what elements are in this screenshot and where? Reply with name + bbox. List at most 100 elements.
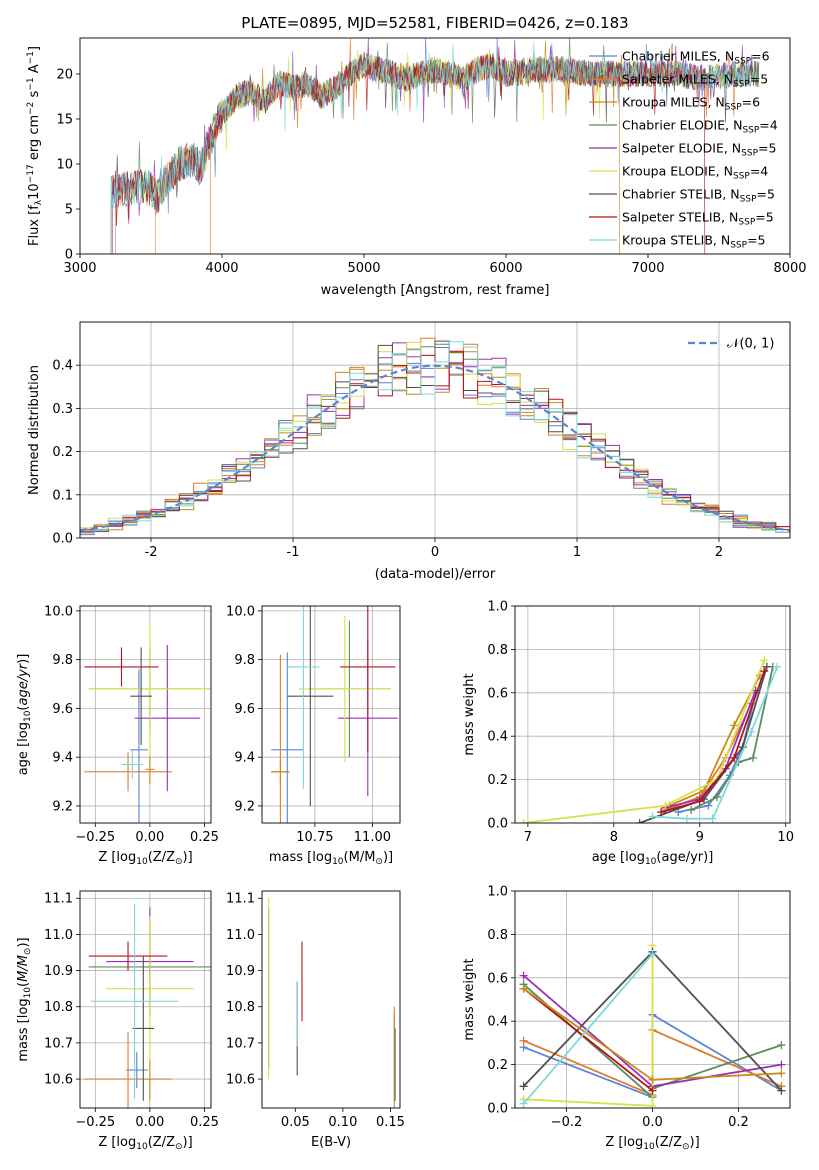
label-part: age [log	[592, 850, 645, 865]
plot-area	[80, 891, 211, 1108]
weight-marker	[661, 801, 670, 810]
label-part: λ	[34, 199, 44, 205]
legend-label: Kroupa STELIB, NSSP=5	[622, 233, 766, 251]
label-part: Z [log	[98, 850, 136, 865]
weight-marker	[777, 1086, 786, 1095]
figure-title: PLATE=0895, MJD=52581, FIBERID=0426, z=0…	[241, 14, 628, 32]
label-part: )]	[16, 937, 31, 947]
weight-marker	[519, 1036, 528, 1045]
y-axis-label: mass weight	[462, 673, 477, 755]
x-tick-label: 6000	[489, 261, 522, 276]
label-part: mass [log	[16, 998, 31, 1061]
x-tick-label: 8	[610, 830, 618, 845]
plot-massweight_vs_Z: −0.2 0.0 0.2 0.0 0.2 0.4 0.6 0.8 1.0 Z [log10(Z/Z…	[462, 885, 791, 1152]
label-part: 10	[23, 987, 33, 999]
label-part: M/M	[16, 955, 31, 982]
label-part: M/M	[349, 850, 376, 865]
label-part: age/yr	[16, 662, 31, 705]
y-tick-label: 9.6	[52, 702, 73, 717]
label-part: 10	[136, 1142, 148, 1152]
x-tick-label: 2	[715, 545, 723, 560]
weight-marker	[657, 808, 666, 817]
y-tick-label: 0.6	[487, 686, 508, 701]
weight-marker	[708, 814, 717, 823]
y-tick-label: 1.0	[487, 885, 508, 900]
label-part: SSP	[733, 80, 750, 90]
y-tick-label: 0	[65, 248, 73, 263]
y-tick-label: 10.0	[44, 604, 73, 619]
weight-series	[639, 666, 768, 823]
weight-marker	[519, 984, 528, 993]
axes-frame	[261, 605, 401, 824]
weight-marker	[519, 819, 528, 823]
label-part: Z/Z	[153, 850, 175, 865]
label-part: =6	[742, 95, 760, 110]
y-tick-label: 0.6	[487, 971, 508, 986]
label-part: Chabrier ELODIE, N	[622, 118, 742, 133]
label-part: =5	[750, 72, 768, 87]
x-tick-label: 7	[524, 830, 532, 845]
label-part: s	[27, 90, 42, 101]
x-axis-label: age [log10(age/yr)]	[592, 850, 714, 867]
plot-residuals: -2 -1 0 1 2 0.0 0.1 0.2 0.3 0.4 (data-model)/error…	[27, 321, 791, 582]
y-axis-label: Normed distribution	[27, 365, 42, 495]
legend-label: Salpeter STELIB, NSSP=5	[622, 210, 774, 228]
x-tick-label: -1	[287, 545, 300, 560]
y-tick-label: 0.8	[487, 643, 508, 658]
label-part: SSP	[741, 149, 758, 159]
label-part: =4	[750, 164, 768, 179]
y-tick-label: 9.8	[52, 653, 73, 668]
x-axis-label: wavelength [Angstrom, rest frame]	[321, 283, 550, 298]
label-part: 10	[643, 1142, 655, 1152]
y-tick-label: 10.9	[226, 964, 255, 979]
axes-frame	[79, 890, 212, 1109]
weight-marker	[519, 971, 528, 980]
y-axis-label: Flux [fλ10−17 erg cm−2 s−1 A−1]	[26, 46, 44, 246]
y-tick-label: 11.1	[226, 892, 255, 907]
x-tick-label: 0.2	[728, 1115, 749, 1130]
axes-frame	[79, 37, 791, 255]
plot-area	[80, 322, 790, 538]
label-part: age [log	[16, 722, 31, 775]
x-axis-label: Z [log10(Z/Z⊙)]	[98, 1135, 192, 1152]
label-part: =4	[759, 118, 777, 133]
x-tick-label: −0.25	[75, 1115, 115, 1130]
plot-area	[268, 898, 396, 1108]
label-part: Chabrier STELIB, N	[622, 187, 740, 202]
weight-marker	[749, 753, 758, 762]
weight-marker	[648, 812, 657, 821]
weight-series	[660, 670, 766, 813]
x-tick-label: 0.00	[135, 1115, 164, 1130]
x-tick-label: 11.00	[354, 830, 391, 845]
y-tick-label: 10.6	[226, 1073, 255, 1088]
label-part: )]	[690, 1135, 700, 1150]
axes-frame	[514, 890, 791, 1109]
y-tick-label: 10.9	[44, 964, 73, 979]
label-part: Kroupa ELODIE, N	[622, 164, 733, 179]
y-tick-label: 1.0	[487, 600, 508, 615]
label-part: age/yr	[661, 850, 703, 865]
label-part: ⊙	[682, 1142, 690, 1152]
x-axis-label: Z [log10(Z/Z⊙)]	[605, 1135, 699, 1152]
y-tick-label: 0.2	[487, 1058, 508, 1073]
axes-frame	[79, 321, 791, 539]
label-part: Z/Z	[660, 1135, 682, 1150]
x-axis-label: mass [log10(M/M⊙)]	[269, 850, 393, 867]
plot-area	[262, 606, 400, 823]
x-axis-label: (data-model)/error	[375, 567, 496, 582]
x-tick-label: 5000	[347, 261, 380, 276]
y-tick-label: 9.8	[234, 653, 255, 668]
label-part: (	[344, 850, 349, 865]
x-tick-label: 4000	[205, 261, 238, 276]
label-part: SSP	[738, 218, 755, 228]
weight-marker	[648, 1075, 657, 1084]
legend-label: Salpeter MILES, NSSP=5	[622, 72, 768, 90]
legend-label: Kroupa MILES, NSSP=6	[622, 95, 760, 113]
weight-series	[669, 674, 761, 807]
weight-marker	[730, 753, 739, 762]
y-tick-label: 0.4	[52, 359, 73, 374]
y-tick-label: 11.0	[44, 928, 73, 943]
x-axis-label: E(B-V)	[311, 1135, 351, 1150]
